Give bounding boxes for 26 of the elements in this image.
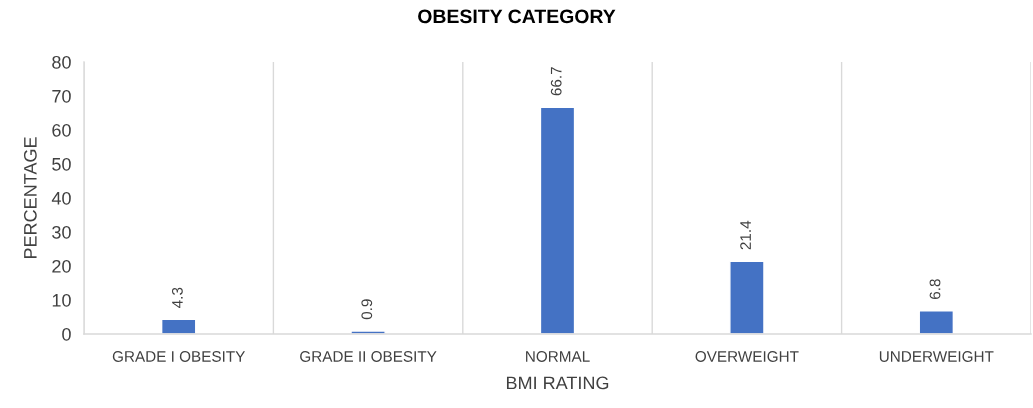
x-axis-title: BMI RATING: [506, 376, 609, 390]
x-tick-label: GRADE I OBESITY: [112, 351, 246, 362]
x-tick-label: NORMAL: [526, 351, 590, 362]
y-tick-label: 0: [62, 327, 71, 341]
x-tick-label: OVERWEIGHT: [695, 351, 799, 362]
y-tick-label: 50: [52, 157, 71, 171]
y-tick-label: 80: [52, 55, 71, 69]
y-axis-title: PERCENTAGE: [23, 137, 37, 259]
y-tick-label: 60: [52, 123, 71, 137]
y-tick-label: 10: [52, 293, 71, 307]
y-tick-label: 40: [51, 191, 71, 205]
y-tick-label: 30: [52, 225, 71, 239]
data-label: 21.4: [740, 220, 751, 250]
bar: [729, 260, 765, 334]
data-label: 66.7: [550, 67, 562, 96]
y-tick-label: 20: [52, 259, 71, 273]
bar: [918, 310, 955, 334]
bar: [539, 106, 576, 334]
bar: [160, 318, 197, 334]
y-tick-label: 70: [52, 89, 71, 103]
x-tick-label: GRADE II OBESITY: [300, 351, 437, 362]
data-label: 6.8: [929, 279, 941, 299]
chart-title: OBESITY CATEGORY: [418, 9, 616, 24]
x-tick-label: UNDERWEIGHT: [879, 351, 994, 362]
data-label: 4.3: [171, 287, 183, 308]
data-label: 0.9: [361, 299, 373, 320]
